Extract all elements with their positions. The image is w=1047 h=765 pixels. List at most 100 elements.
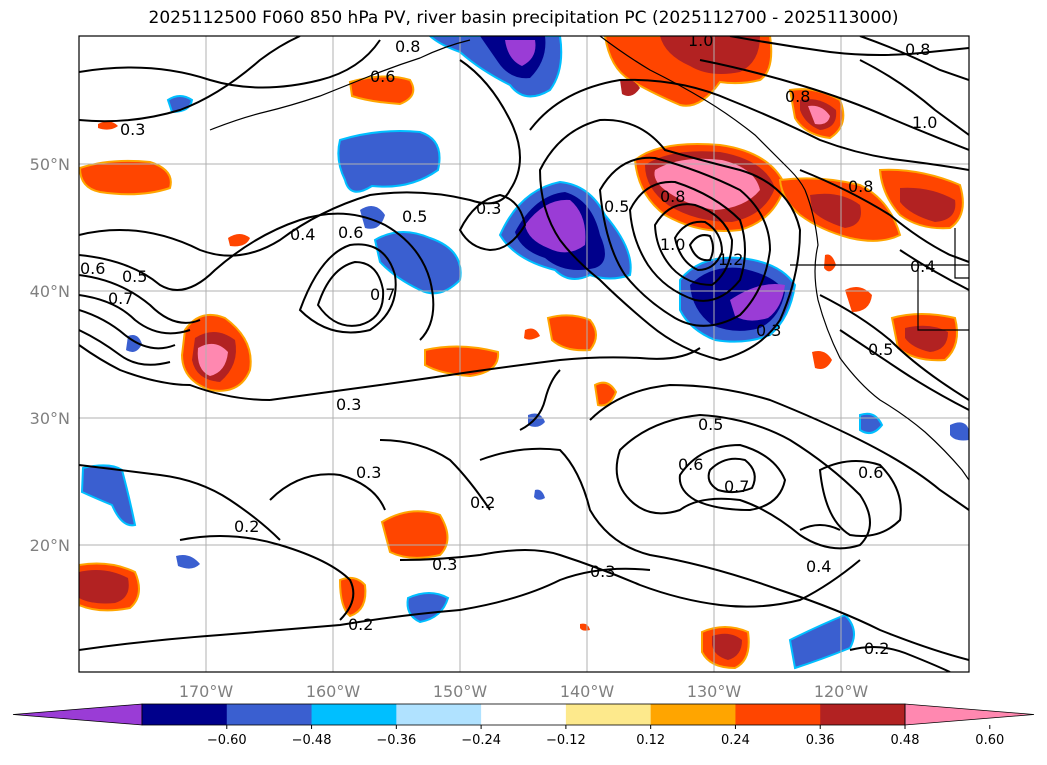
contour-label: 0.2: [348, 615, 373, 634]
lat-label: 20°N: [30, 536, 70, 555]
contour-label: 0.3: [476, 199, 501, 218]
region-neg: [525, 199, 586, 253]
contour-label: 0.6: [858, 463, 883, 482]
contour-label: 0.6: [80, 259, 105, 278]
contour-label: 0.4: [806, 557, 831, 576]
region-pos: [900, 187, 956, 222]
region-pos: [348, 75, 415, 106]
contour-label: 0.5: [868, 340, 893, 359]
contour-label: 0.5: [604, 197, 629, 216]
region-neg: [859, 412, 884, 435]
contour-label: 0.8: [785, 87, 810, 106]
contour-labels: 0.8 0.6 0.3 1.0 0.8 0.8 1.0 0.8 0.4 0.6 …: [80, 31, 937, 658]
contour-label: 0.5: [122, 267, 147, 286]
colorbar-tick-label: 0.24: [721, 733, 750, 748]
contour-label: 0.2: [864, 639, 889, 658]
region-pos: [79, 159, 172, 196]
region-pos: [593, 381, 618, 407]
colorbar-tick-label: −0.12: [546, 733, 586, 748]
longitude-labels: 170°W 160°W 150°W 140°W 130°W 120°W: [179, 682, 869, 701]
colorbar-tick-label: −0.60: [207, 733, 247, 748]
contour-label: 0.8: [905, 40, 930, 59]
contour-label: 0.7: [108, 289, 133, 308]
region-pos: [197, 343, 228, 376]
region-pos: [660, 36, 760, 74]
region-neg: [80, 464, 137, 527]
contour-label: 1.0: [688, 31, 713, 50]
lon-label: 170°W: [179, 682, 234, 701]
colorbar-tick-label: −0.48: [292, 733, 332, 748]
contour-label: 0.4: [910, 257, 935, 276]
colorbar-tick-label: 0.60: [975, 733, 1004, 748]
lat-label: 50°N: [30, 155, 70, 174]
contour-label: 0.2: [470, 493, 495, 512]
region-pos: [380, 510, 449, 559]
colorbar-tick-label: 0.36: [806, 733, 835, 748]
contour-label: 0.8: [395, 37, 420, 56]
region-neg: [528, 413, 545, 427]
region-pos: [524, 328, 540, 340]
contour-label: 0.3: [120, 120, 145, 139]
region-pos: [812, 351, 832, 369]
region-pos: [810, 193, 861, 228]
region-pos: [654, 158, 760, 210]
lat-label: 30°N: [30, 409, 70, 428]
latitude-labels: 50°N 40°N 30°N 20°N: [30, 155, 70, 555]
region-neg: [337, 130, 441, 193]
lon-label: 150°W: [433, 682, 488, 701]
colorbar-segment: [142, 704, 228, 725]
contour-label: 0.3: [336, 395, 361, 414]
colorbar-tick-label: 0.48: [891, 733, 920, 748]
shaded-regions: [79, 36, 969, 670]
contour-label: 1.2: [718, 250, 743, 269]
lon-label: 140°W: [560, 682, 615, 701]
contour-label: 0.8: [848, 177, 873, 196]
contour-label: 0.8: [660, 187, 685, 206]
contour-label: 0.7: [724, 477, 749, 496]
region-pos: [845, 286, 872, 312]
colorbar-segment: [311, 704, 397, 725]
region-neg: [176, 555, 200, 569]
colorbar-segment: [820, 704, 906, 725]
lon-label: 160°W: [306, 682, 361, 701]
region-neg: [534, 489, 545, 500]
map-title: 2025112500 F060 850 hPa PV, river basin …: [148, 8, 899, 28]
lon-label: 120°W: [814, 682, 869, 701]
contour-label: 0.6: [678, 455, 703, 474]
plot-border: [78, 35, 970, 673]
colorbar-border: [141, 703, 906, 726]
lat-label: 40°N: [30, 282, 70, 301]
contour-label: 0.5: [402, 207, 427, 226]
contour-label: 0.3: [590, 562, 615, 581]
colorbar-tick-label: 0.12: [636, 733, 665, 748]
colorbar-segment: [226, 704, 313, 725]
region-neg: [788, 613, 855, 670]
pv-contours: [79, 36, 969, 672]
colorbar-arrow-left: [12, 703, 143, 726]
contour-label: 0.7: [370, 285, 395, 304]
contour-label: 0.5: [698, 415, 723, 434]
colorbar-tick-label: −0.36: [376, 733, 416, 748]
region-pos: [79, 570, 129, 604]
contour-label: 1.0: [660, 235, 685, 254]
colorbar-segment: [481, 704, 567, 725]
region-pos: [824, 254, 836, 272]
region-pos: [808, 105, 830, 125]
contour-label: 0.3: [432, 555, 457, 574]
contour-label: 0.3: [756, 321, 781, 340]
contour-label: 0.2: [234, 517, 259, 536]
region-pos: [228, 234, 250, 247]
colorbar-tick-label: −0.24: [461, 733, 501, 748]
coastlines: [209, 36, 969, 481]
contour-label: 0.3: [356, 463, 381, 482]
colorbar-segment: [565, 704, 652, 725]
contour-label: 0.6: [370, 67, 395, 86]
region-neg: [950, 422, 969, 441]
region-pos: [98, 121, 118, 130]
colorbar-segment: [650, 704, 736, 725]
region-pos: [546, 314, 597, 352]
colorbar-segment: [735, 704, 821, 725]
region-pos: [905, 325, 948, 352]
region-neg: [505, 40, 536, 66]
